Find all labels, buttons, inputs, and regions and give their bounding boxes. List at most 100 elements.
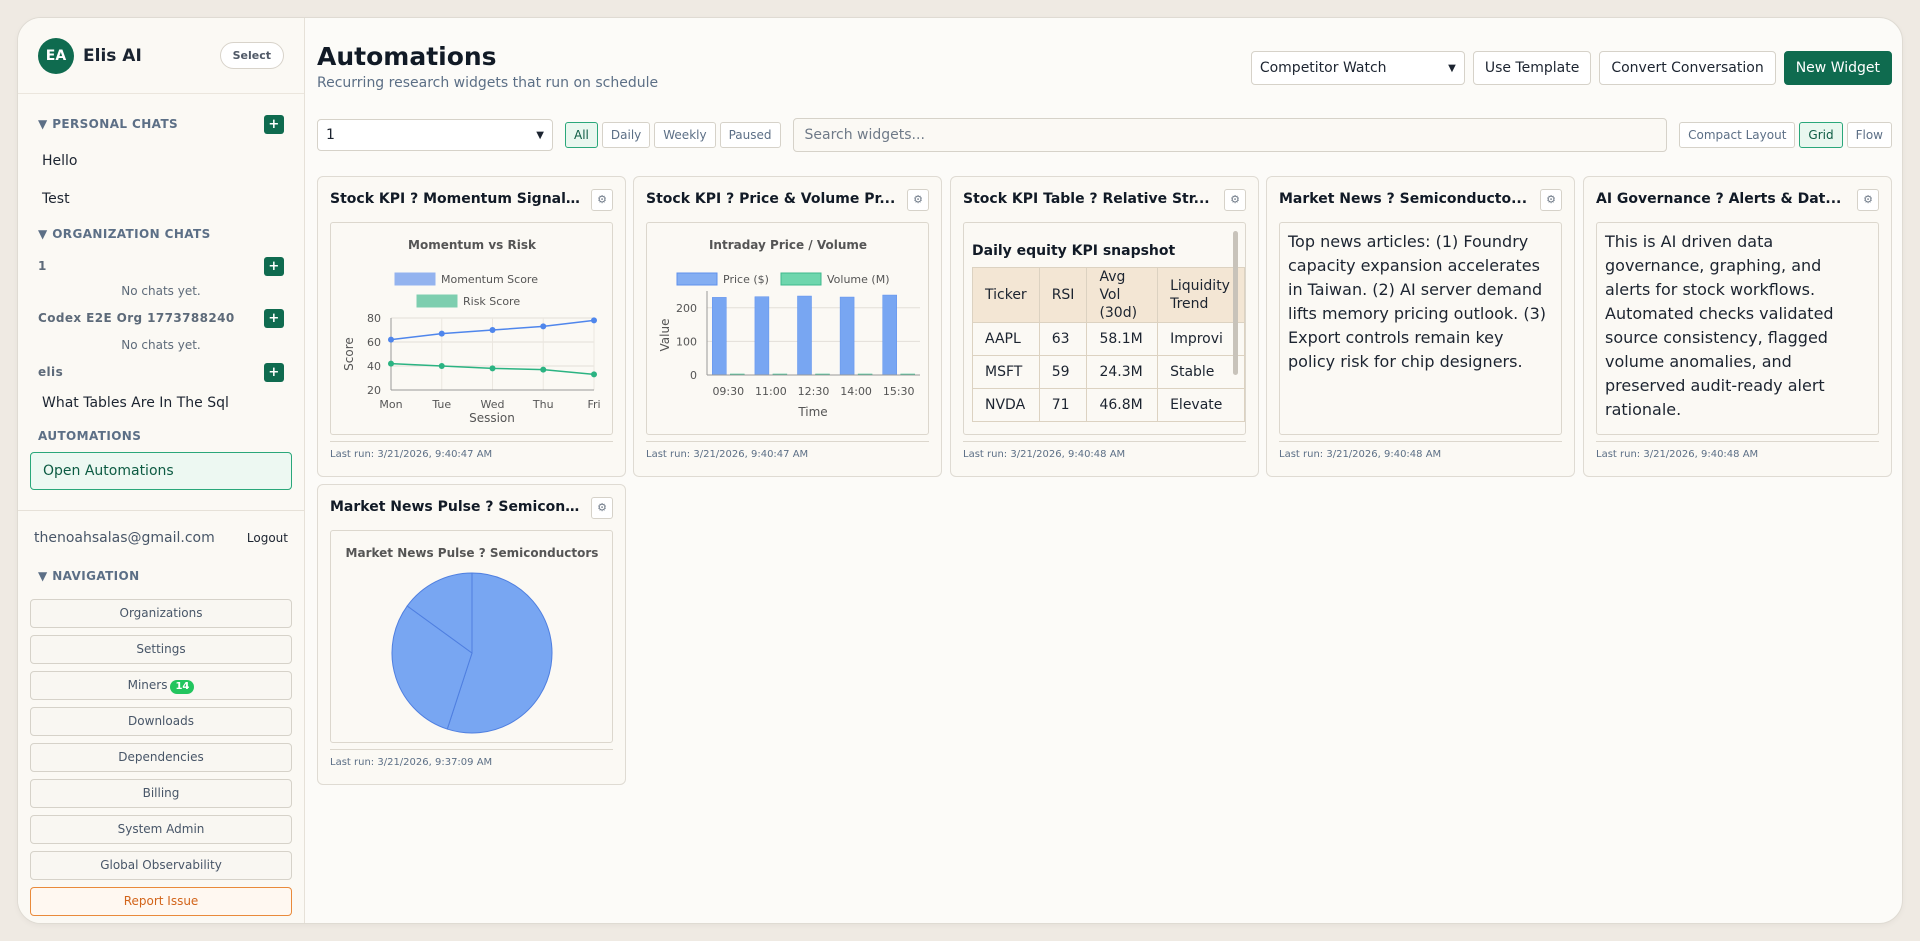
widget-card[interactable]: Stock KPI Table ? Relative Str... ⚙ Dail… xyxy=(950,176,1259,477)
scrollbar[interactable] xyxy=(1233,231,1238,375)
y-tick-label: 100 xyxy=(676,335,697,348)
y-axis-label: Value xyxy=(658,319,672,352)
filter-all[interactable]: All xyxy=(565,122,598,148)
use-template-button[interactable]: Use Template xyxy=(1472,51,1592,85)
table-cell: 24.3M xyxy=(1086,355,1159,389)
last-run: Last run: 3/21/2026, 9:40:47 AM xyxy=(646,441,929,460)
chat-item[interactable]: Test xyxy=(42,191,70,207)
legend-label: Price ($) xyxy=(723,273,769,286)
chat-item[interactable]: Hello xyxy=(42,153,78,169)
data-point xyxy=(489,365,496,372)
widget-title: Market News ? Semiconducto... xyxy=(1279,191,1528,207)
gear-icon[interactable]: ⚙ xyxy=(1224,189,1246,211)
nav-system-admin[interactable]: System Admin xyxy=(30,815,292,844)
chevron-down-icon: ▼ xyxy=(536,129,544,141)
widget-chart: Momentum vs Risk Momentum Score Risk Score… xyxy=(330,222,613,435)
personal-chats-heading[interactable]: ▼ PERSONAL CHATS + xyxy=(18,112,304,136)
widget-card[interactable]: AI Governance ? Alerts & Dat... ⚙ This i… xyxy=(1583,176,1892,477)
nav-organizations[interactable]: Organizations xyxy=(30,599,292,628)
avatar[interactable]: EA xyxy=(38,37,74,74)
y-tick-label: 60 xyxy=(367,336,381,349)
org-row: Codex E2E Org 1773788240 + xyxy=(18,302,304,334)
x-tick-label: 14:00 xyxy=(840,385,872,398)
divider xyxy=(18,510,304,511)
navigation-heading[interactable]: ▼ NAVIGATION xyxy=(38,569,140,583)
table-cell: Improvi xyxy=(1157,322,1245,356)
data-point xyxy=(540,323,547,330)
nav-global-observability[interactable]: Global Observability xyxy=(30,851,292,880)
chart-title: Market News Pulse ? Semiconductors xyxy=(346,546,599,560)
widget-card[interactable]: Market News Pulse ? Semicon... ⚙ Market … xyxy=(317,484,626,785)
convert-conversation-button[interactable]: Convert Conversation xyxy=(1599,51,1776,85)
filter-weekly[interactable]: Weekly xyxy=(654,122,716,148)
chat-item[interactable]: What Tables Are In The Sql xyxy=(42,395,229,411)
report-issue-button[interactable]: Report Issue xyxy=(30,887,292,916)
open-automations-button[interactable]: Open Automations xyxy=(30,452,292,490)
org-select[interactable]: 1 ▼ xyxy=(317,119,553,151)
pie-chart: Market News Pulse ? Semiconductors xyxy=(346,546,599,734)
gear-icon[interactable]: ⚙ xyxy=(591,189,613,211)
org-chats-heading[interactable]: ▼ ORGANIZATION CHATS xyxy=(38,227,211,241)
filter-daily[interactable]: Daily xyxy=(601,122,651,148)
empty-state: No chats yet. xyxy=(121,284,201,298)
legend-swatch xyxy=(780,272,822,286)
nav-billing[interactable]: Billing xyxy=(30,779,292,808)
sidebar: EA Elis AI Select ▼ PERSONAL CHATS + Hel… xyxy=(18,18,305,923)
bar xyxy=(797,295,812,376)
widget-title: Stock KPI ? Price & Volume Pr... xyxy=(646,191,896,207)
pie-slice xyxy=(446,572,553,734)
layout-compact[interactable]: Compact Layout xyxy=(1679,122,1796,148)
widget-card[interactable]: Market News ? Semiconducto... ⚙ Top news… xyxy=(1266,176,1575,477)
header-actions: Competitor Watch ▼ Use Template Convert … xyxy=(1250,51,1892,85)
chart-title: Momentum vs Risk xyxy=(408,238,537,252)
widget-card[interactable]: Stock KPI ? Price & Volume Pr... ⚙ Intra… xyxy=(633,176,942,477)
org-row: elis + xyxy=(18,356,304,388)
y-tick-label: 20 xyxy=(367,384,381,397)
x-axis-label: Session xyxy=(469,411,515,425)
widget-card[interactable]: Stock KPI ? Momentum Signal... ⚙ Momentu… xyxy=(317,176,626,477)
nav-settings[interactable]: Settings xyxy=(30,635,292,664)
x-tick-label: Thu xyxy=(532,398,554,411)
x-tick-label: Wed xyxy=(481,398,505,411)
filter-bar: 1 ▼ All Daily Weekly Paused Search widge… xyxy=(317,118,1892,152)
layout-grid[interactable]: Grid xyxy=(1799,122,1843,148)
gear-icon[interactable]: ⚙ xyxy=(591,497,613,519)
widget-chart: Market News Pulse ? Semiconductors xyxy=(330,530,613,743)
new-widget-button[interactable]: New Widget xyxy=(1783,51,1892,85)
widget-title: Stock KPI Table ? Relative Str... xyxy=(963,191,1210,207)
filter-paused[interactable]: Paused xyxy=(719,122,781,148)
add-personal-chat-button[interactable]: + xyxy=(264,114,284,134)
nav-dependencies[interactable]: Dependencies xyxy=(30,743,292,772)
add-org-chat-button[interactable]: + xyxy=(264,308,284,328)
line-chart: Momentum vs Risk Momentum Score Risk Score… xyxy=(342,238,601,425)
bar xyxy=(839,296,855,376)
last-run: Last run: 3/21/2026, 9:40:48 AM xyxy=(1596,441,1879,460)
org-row: 1 + xyxy=(18,252,304,280)
logout-button[interactable]: Logout xyxy=(246,531,288,545)
nav-downloads[interactable]: Downloads xyxy=(30,707,292,736)
gear-icon[interactable]: ⚙ xyxy=(907,189,929,211)
select-button[interactable]: Select xyxy=(219,42,284,69)
widget-summary: This is AI driven data governance, graph… xyxy=(1605,232,1834,419)
org-name: 1 xyxy=(38,259,47,273)
nav-miners[interactable]: Miners 14 xyxy=(30,671,292,700)
table-header: Avg Vol (30d) xyxy=(1086,267,1159,323)
table-header: Liquidity Trend xyxy=(1157,267,1245,323)
gear-icon[interactable]: ⚙ xyxy=(1540,189,1562,211)
legend-swatch xyxy=(416,294,458,308)
table-cell: Elevate xyxy=(1157,388,1245,422)
gear-icon[interactable]: ⚙ xyxy=(1857,189,1879,211)
add-org-chat-button[interactable]: + xyxy=(264,362,284,382)
table-header: Ticker xyxy=(972,267,1040,323)
layout-flow[interactable]: Flow xyxy=(1846,122,1892,148)
add-org-chat-button[interactable]: + xyxy=(264,256,284,276)
search-input[interactable]: Search widgets... xyxy=(792,118,1668,152)
last-run: Last run: 3/21/2026, 9:40:48 AM xyxy=(963,441,1246,460)
table-cell: 46.8M xyxy=(1086,388,1159,422)
table-cell: 59 xyxy=(1038,355,1088,389)
x-tick-label: 11:00 xyxy=(755,385,787,398)
x-tick-label: 15:30 xyxy=(883,385,915,398)
template-select[interactable]: Competitor Watch ▼ xyxy=(1250,51,1465,85)
widget-title: Stock KPI ? Momentum Signal... xyxy=(330,191,580,207)
y-tick-label: 40 xyxy=(367,360,381,373)
